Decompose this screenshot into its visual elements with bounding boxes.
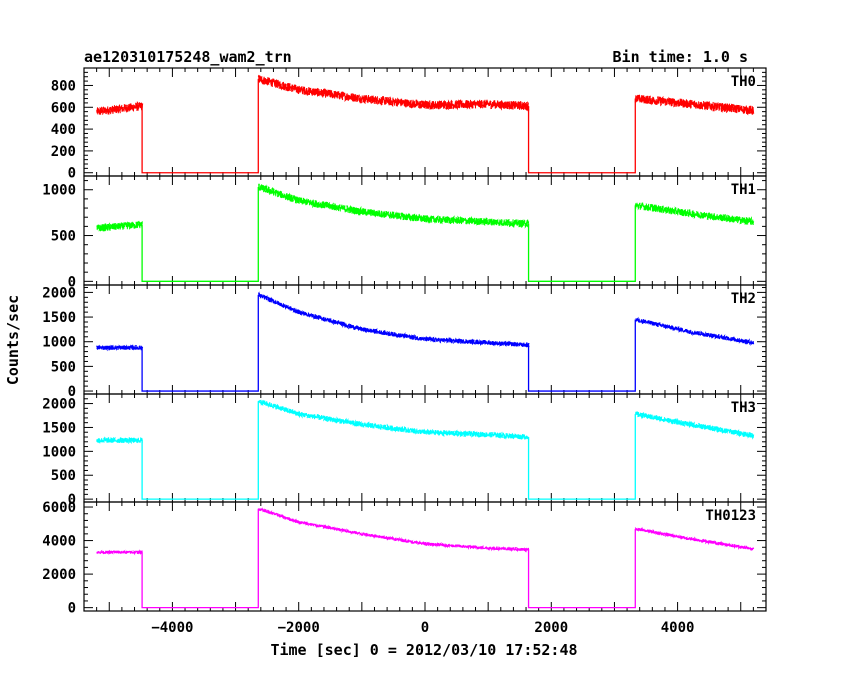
panel-th3: 0 500 1000 1500 2000 TH3 [42, 393, 767, 508]
y-tick-label: 0 [68, 274, 76, 290]
x-tick-label: 2000 [534, 620, 568, 636]
y-tick-label: 0 [68, 166, 76, 182]
y-tick-label: 2000 [42, 567, 76, 583]
y-tick-label: 800 [51, 78, 76, 94]
y-tick-label: 500 [51, 359, 76, 375]
panel-frame [83, 175, 767, 286]
y-tick-label: 1500 [42, 420, 76, 436]
panel-th1: 0 500 1000 TH1 [42, 175, 767, 290]
panel-th0: 0 200 400 600 800 TH0 [51, 67, 767, 182]
series-gap-th2 [527, 319, 636, 392]
y-tick-label: 0 [68, 492, 76, 508]
panel-th0123: 0 2000 4000 6000 TH0123 −4000 −2000 0 2000 4000 [42, 500, 767, 636]
y-tick-label: 400 [51, 122, 76, 138]
series-gap-th0 [527, 98, 636, 174]
y-tick-label: 1500 [42, 310, 76, 326]
y-tick-label: 6000 [42, 500, 76, 516]
y-tick-label: 1000 [42, 444, 76, 460]
y-tick-label: 2000 [42, 397, 76, 413]
series-gap-th3 [141, 401, 259, 500]
y-tick-label: 1000 [42, 183, 76, 199]
series-gap-th1 [141, 187, 259, 282]
panel-label: TH0 [731, 74, 756, 90]
panel-label: TH3 [731, 400, 756, 416]
x-tick-label: 4000 [661, 620, 695, 636]
series-gap-th3 [527, 414, 636, 500]
chart-title: ae120310175248_wam2_trn [84, 48, 292, 66]
panel-label: TH0123 [705, 508, 756, 524]
panel-label: TH1 [731, 182, 756, 198]
y-tick-label: 4000 [42, 534, 76, 550]
bin-time-label: Bin time: 1.0 s [613, 48, 748, 66]
series-line-th2 [96, 291, 755, 352]
series-gap-th0 [141, 78, 259, 174]
y-tick-label: 1000 [42, 335, 76, 351]
series-gap-th1 [527, 205, 636, 282]
y-tick-label: 200 [51, 144, 76, 160]
x-axis-label: Time [sec] 0 = 2012/03/10 17:52:48 [270, 641, 577, 659]
series-line-th0 [96, 74, 755, 116]
panel-frame [83, 501, 767, 612]
y-tick-label: 500 [51, 229, 76, 245]
x-tick-label: −2000 [278, 620, 320, 636]
series-gap-th2 [141, 294, 259, 392]
y-tick-label: 600 [51, 100, 76, 116]
panel-frame [83, 67, 767, 177]
series-line-th0123 [96, 507, 755, 556]
series-gap-th0123 [527, 528, 636, 609]
x-tick-label: −4000 [151, 620, 193, 636]
panel-frame [83, 393, 767, 503]
y-tick-label: 0 [68, 601, 76, 617]
y-tick-label: 500 [51, 468, 76, 484]
series-gap-th0123 [141, 508, 259, 609]
y-axis-label: Counts/sec [4, 295, 22, 385]
y-tick-label: 2000 [42, 285, 76, 301]
x-tick-label: 0 [421, 620, 429, 636]
y-tick-label: 0 [68, 384, 76, 400]
series-line-th3 [96, 399, 755, 445]
panels-group: 0 200 400 600 800 TH0 0 500 1000 TH1 0 500 1000 1500 2… [42, 67, 767, 636]
series-line-th1 [96, 183, 755, 232]
panel-th2: 0 500 1000 1500 2000 TH2 [42, 284, 767, 400]
panel-label: TH2 [731, 291, 756, 307]
